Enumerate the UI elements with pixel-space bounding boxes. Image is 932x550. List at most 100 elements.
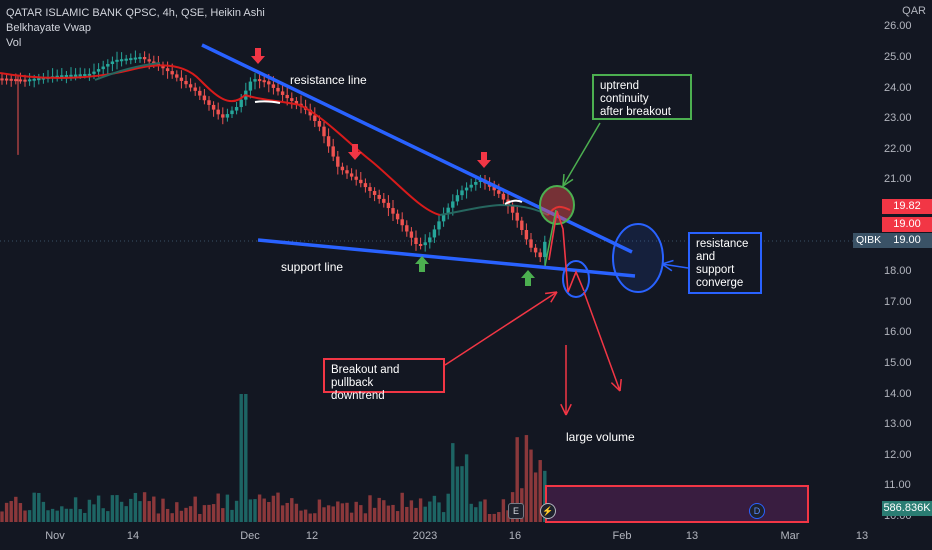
volume-bar (515, 437, 519, 522)
price-tick-label: 17.00 (884, 295, 912, 308)
heikin-ashi-candles (0, 50, 547, 266)
candle-body (0, 78, 4, 81)
volume-bar (391, 504, 395, 522)
candle-body (101, 66, 105, 70)
candle-body (92, 71, 96, 74)
candle-body (124, 58, 128, 61)
indicator-vwap-label[interactable]: Belkhayate Vwap (6, 22, 91, 34)
pullback-path (548, 210, 585, 293)
time-tick-label: Dec (240, 530, 260, 542)
large-volume-arrow (560, 403, 567, 416)
volume-bar (248, 499, 253, 522)
candle-body (349, 173, 354, 177)
uptrend-continuity-note[interactable]: uptrend continuity after breakout (592, 74, 692, 120)
candle-body (110, 61, 115, 65)
volume-bar (340, 503, 345, 522)
candle-body (32, 78, 36, 81)
volume-bar (377, 497, 381, 522)
candle-body (170, 71, 174, 75)
volume-bar (55, 510, 59, 522)
volume-bar (262, 498, 266, 522)
candle-body (520, 220, 524, 230)
candle-body (64, 75, 69, 78)
volume-bar (529, 449, 533, 522)
candle-body (418, 244, 423, 246)
volume-bar (368, 495, 372, 522)
volume-bar (69, 508, 73, 522)
price-tick-label: 11.00 (884, 479, 911, 492)
volume-bar (207, 504, 211, 522)
candle-body (432, 229, 437, 238)
candle-body (271, 84, 276, 88)
up-arrow-marker (419, 264, 425, 272)
candle-body (322, 126, 326, 137)
up-arrow-marker (521, 270, 535, 286)
uptrend-arrow (562, 122, 601, 187)
volume-bar (37, 492, 41, 522)
volume-bar (225, 494, 230, 522)
volume-bar (497, 512, 501, 522)
volume-bar (317, 499, 322, 522)
converge-note[interactable]: resistance and support converge (688, 232, 762, 294)
candle-body (234, 107, 239, 111)
split-badge-icon[interactable]: ⚡ (540, 503, 556, 519)
candle-body (372, 191, 377, 195)
dividend-badge[interactable]: D (749, 503, 765, 519)
candle-body (161, 66, 165, 69)
time-tick-label: 12 (305, 530, 319, 542)
down-arrow-marker (481, 152, 487, 160)
symbol-title[interactable]: QATAR ISLAMIC BANK QPSC, 4h, QSE, Heikin… (6, 7, 265, 19)
volume-bar (119, 501, 124, 522)
candle-body (529, 239, 533, 248)
downtrend-arrow (610, 382, 621, 392)
indicator-volume-label[interactable]: Vol (6, 37, 22, 49)
breakout-pullback-note[interactable]: Breakout and pullback downtrend (323, 358, 445, 402)
candle-body (202, 95, 207, 101)
candle-body (515, 212, 519, 221)
volume-bar (354, 501, 358, 522)
volume-bar (395, 511, 400, 522)
volume-bar (363, 513, 368, 522)
volume-bar (152, 496, 156, 522)
volume-bar (14, 496, 18, 522)
breakout-arrow (550, 291, 558, 303)
volume-bar (322, 507, 326, 522)
breakout-arrow (444, 291, 558, 366)
candle-body (211, 104, 216, 110)
volume-bar (179, 510, 184, 522)
price-tick-label: 15.00 (884, 357, 912, 369)
candle-body (451, 201, 455, 208)
volume-bar (202, 505, 207, 522)
volume-bar (198, 513, 202, 522)
candle-body (455, 195, 460, 202)
candle-body (492, 186, 496, 191)
candle-body (290, 98, 294, 101)
volume-bar (414, 507, 418, 522)
candle-body (69, 74, 73, 77)
volume-bar (359, 505, 363, 522)
volume-bar (230, 509, 234, 522)
volume-bar (41, 501, 46, 522)
support-trendline (257, 238, 636, 278)
candle-body (524, 229, 529, 240)
candle-body (437, 221, 441, 230)
candle-body (262, 80, 266, 83)
volume-bar (483, 499, 487, 522)
candle-body (106, 64, 110, 67)
volume-bar (524, 435, 529, 522)
volume-bar (27, 510, 32, 522)
candle-body (37, 78, 41, 81)
earnings-badge[interactable]: E (508, 503, 524, 519)
candle-body (221, 114, 225, 118)
volume-bar (437, 502, 441, 522)
candle-body (345, 170, 349, 174)
volume-bar (543, 470, 547, 522)
candle-body (87, 73, 92, 76)
volume-bar (349, 512, 354, 522)
volume-bar (234, 500, 239, 522)
downtrend-arrow (583, 291, 621, 392)
time-tick-label: 2023 (412, 530, 438, 542)
vwap-line (0, 64, 246, 103)
volume-bar (267, 502, 271, 522)
